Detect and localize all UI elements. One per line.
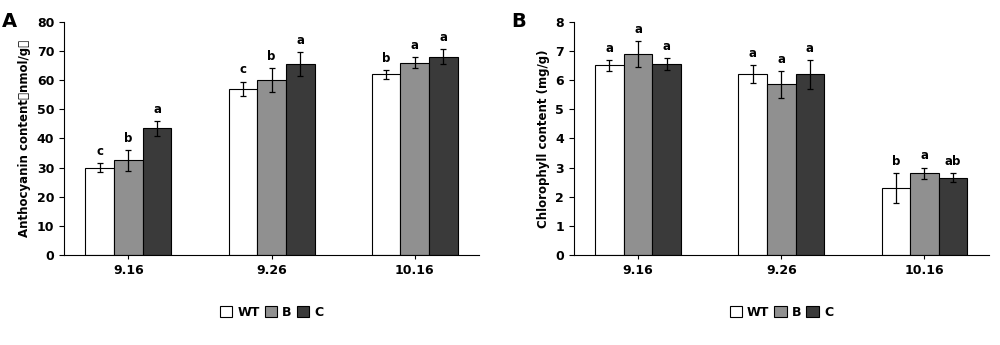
Bar bbox=[882, 188, 910, 255]
Bar bbox=[372, 74, 400, 255]
Text: a: a bbox=[634, 22, 642, 36]
Bar bbox=[624, 54, 652, 255]
Text: b: b bbox=[124, 132, 133, 145]
Bar bbox=[286, 64, 315, 255]
Bar bbox=[429, 57, 458, 255]
Text: a: a bbox=[920, 149, 928, 162]
Bar bbox=[910, 174, 939, 255]
Bar bbox=[114, 160, 143, 255]
Text: a: a bbox=[296, 34, 304, 47]
Text: a: a bbox=[153, 103, 161, 116]
Text: c: c bbox=[239, 63, 246, 76]
Text: a: a bbox=[663, 40, 671, 53]
Bar bbox=[652, 64, 681, 255]
Text: b: b bbox=[267, 50, 276, 63]
Y-axis label: Chlorophyll content (mg/g): Chlorophyll content (mg/g) bbox=[537, 49, 550, 228]
Text: ab: ab bbox=[945, 155, 961, 168]
Text: a: a bbox=[777, 53, 785, 66]
Legend: WT, B, C: WT, B, C bbox=[725, 300, 838, 324]
Text: A: A bbox=[2, 12, 17, 31]
Bar bbox=[738, 74, 767, 255]
Bar bbox=[595, 66, 624, 255]
Bar bbox=[85, 168, 114, 255]
Text: c: c bbox=[96, 145, 103, 158]
Bar bbox=[796, 74, 824, 255]
Text: a: a bbox=[411, 39, 419, 52]
Bar bbox=[939, 178, 967, 255]
Text: B: B bbox=[511, 12, 526, 31]
Bar bbox=[767, 85, 796, 255]
Text: a: a bbox=[439, 31, 447, 44]
Text: a: a bbox=[605, 41, 613, 55]
Text: b: b bbox=[892, 155, 900, 168]
Bar bbox=[143, 128, 171, 255]
Bar bbox=[257, 80, 286, 255]
Text: b: b bbox=[382, 52, 390, 65]
Text: a: a bbox=[806, 41, 814, 55]
Bar bbox=[229, 89, 257, 255]
Text: a: a bbox=[749, 47, 757, 60]
Bar bbox=[400, 62, 429, 255]
Y-axis label: Anthocyanin content（nmol/g）: Anthocyanin content（nmol/g） bbox=[18, 40, 31, 237]
Legend: WT, B, C: WT, B, C bbox=[215, 300, 328, 324]
